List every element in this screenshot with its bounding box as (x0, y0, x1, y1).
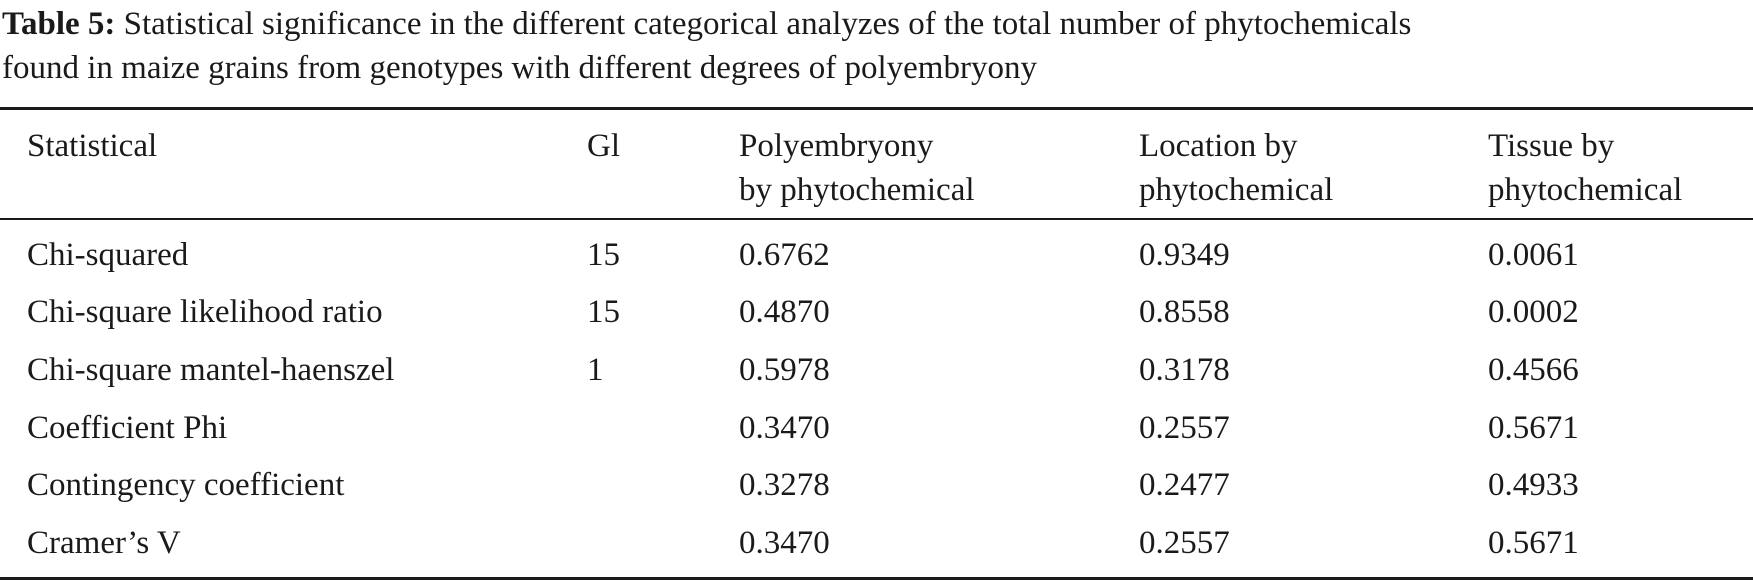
row-label: Chi-square likelihood ratio (27, 294, 383, 330)
row-label: Cramer’s V (27, 525, 181, 561)
row-location: 0.2557 (1139, 525, 1230, 561)
row-polyembryony: 0.5978 (739, 352, 830, 388)
row-gl: 15 (587, 237, 620, 273)
row-label: Contingency coefficient (27, 467, 345, 503)
row-gl: 1 (587, 352, 604, 388)
header-location-line1: Location by (1139, 128, 1298, 164)
table-bottom-rule (0, 577, 1753, 580)
row-location: 0.2477 (1139, 467, 1230, 503)
table-caption: Table 5: Statistical significance in the… (2, 2, 1747, 90)
header-tissue-line2: phytochemical (1488, 172, 1683, 208)
row-tissue: 0.0061 (1488, 237, 1579, 273)
header-polyembryony-line2: by phytochemical (739, 172, 975, 208)
header-polyembryony: Polyembryony by phytochemical (739, 124, 975, 212)
header-tissue: Tissue by phytochemical (1488, 124, 1682, 212)
caption-line-2: found in maize grains from genotypes wit… (2, 50, 1037, 86)
row-label: Coefficient Phi (27, 410, 228, 446)
row-location: 0.8558 (1139, 294, 1230, 330)
row-tissue: 0.5671 (1488, 410, 1579, 446)
row-tissue: 0.0002 (1488, 294, 1579, 330)
row-location: 0.3178 (1139, 352, 1230, 388)
row-polyembryony: 0.3470 (739, 525, 830, 561)
row-label: Chi-squared (27, 237, 189, 273)
row-tissue: 0.4933 (1488, 467, 1579, 503)
row-tissue: 0.4566 (1488, 352, 1579, 388)
row-polyembryony: 0.4870 (739, 294, 830, 330)
row-label: Chi-square mantel-haenszel (27, 352, 395, 388)
header-location: Location by phytochemical (1139, 124, 1333, 212)
header-gl-line1: Gl (587, 128, 620, 164)
table-header-rule (0, 218, 1753, 220)
caption-line-1: Table 5: Statistical significance in the… (2, 2, 1747, 46)
row-gl: 15 (587, 294, 620, 330)
header-gl: Gl (587, 124, 620, 168)
table-top-rule (0, 107, 1753, 110)
row-tissue: 0.5671 (1488, 525, 1579, 561)
caption-label: Table 5: (2, 6, 116, 42)
header-tissue-line1: Tissue by (1488, 128, 1615, 164)
row-polyembryony: 0.3278 (739, 467, 830, 503)
header-statistical: Statistical (27, 124, 157, 168)
header-polyembryony-line1: Polyembryony (739, 128, 934, 164)
row-polyembryony: 0.3470 (739, 410, 830, 446)
header-location-line2: phytochemical (1139, 172, 1334, 208)
row-location: 0.2557 (1139, 410, 1230, 446)
header-statistical-line1: Statistical (27, 128, 158, 164)
row-location: 0.9349 (1139, 237, 1230, 273)
caption-text-1: Statistical significance in the differen… (123, 6, 1412, 42)
row-polyembryony: 0.6762 (739, 237, 830, 273)
